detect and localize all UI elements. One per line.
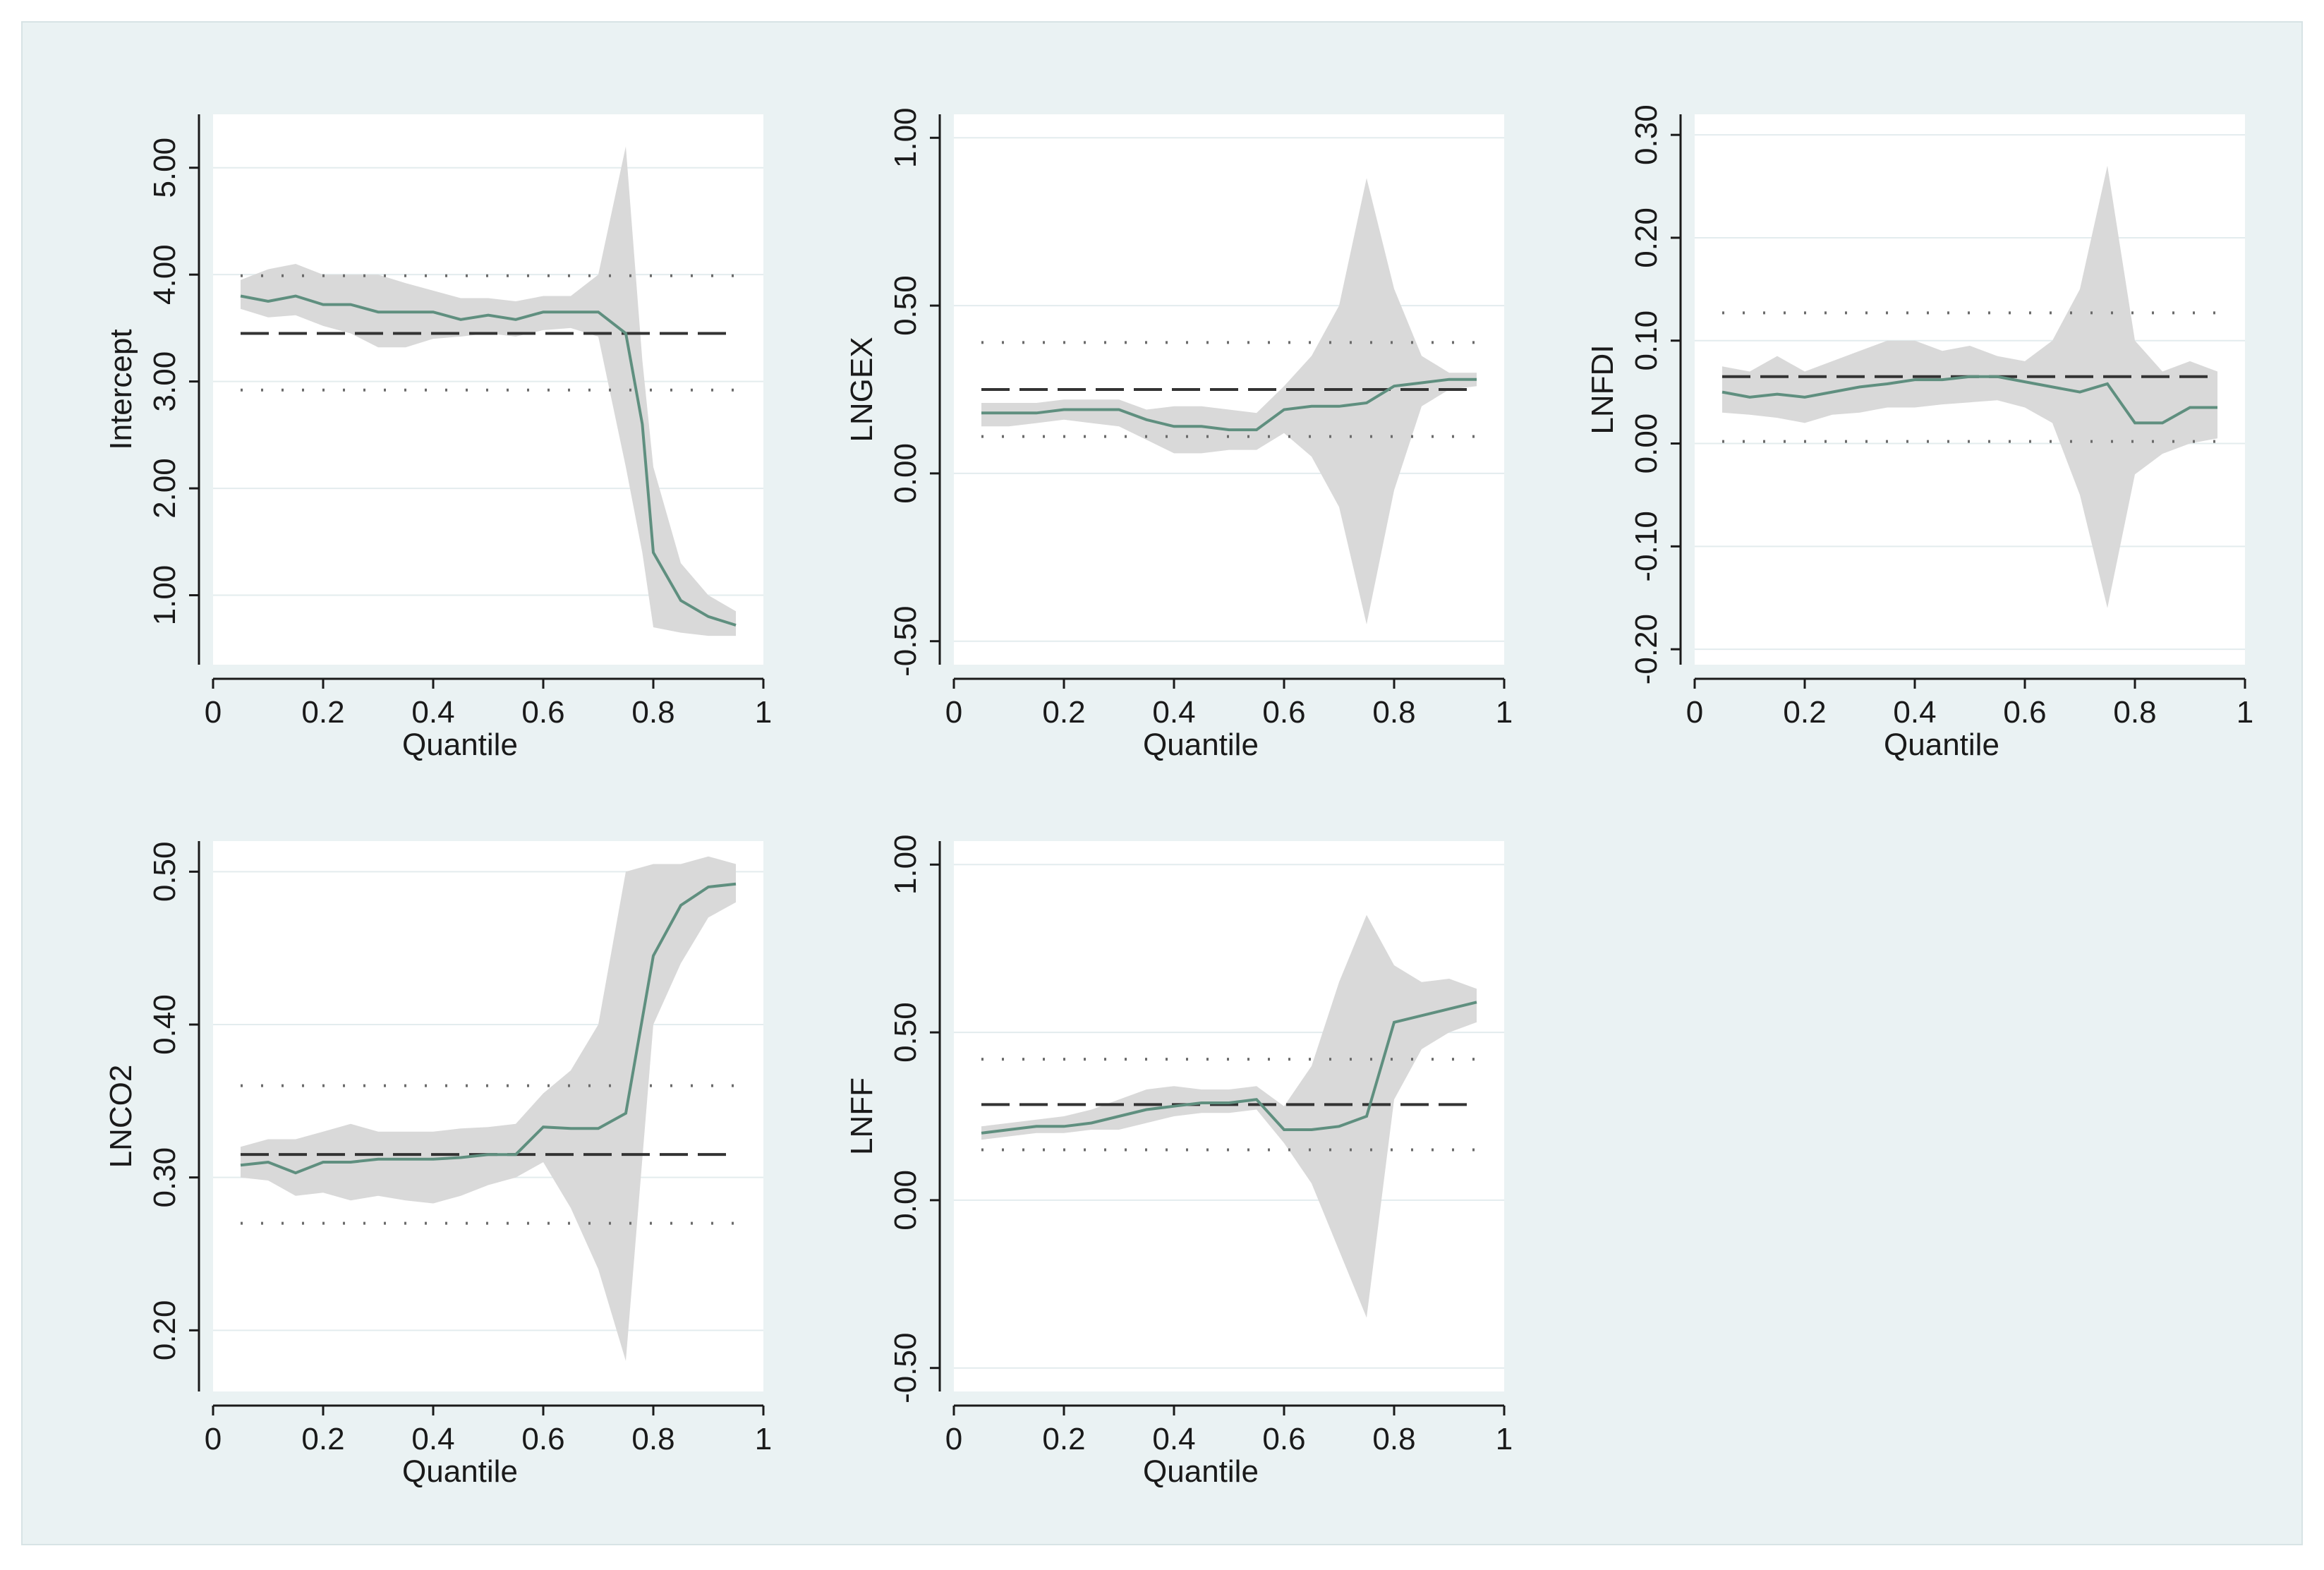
- x-tick-label: 0.8: [631, 1422, 674, 1456]
- confidence-band: [241, 856, 736, 1361]
- y-tick-label: -0.50: [888, 606, 923, 677]
- confidence-band: [981, 914, 1477, 1318]
- x-tick-label: 0.2: [1042, 1422, 1085, 1456]
- panel-intercept: 1.00 2.00 3.00 4.00 5.00 0 0.2 0.4 0.6 0.8 1 Quanti…: [37, 37, 785, 762]
- x-tick-label: 0: [1686, 695, 1703, 730]
- x-tick-label: 0: [205, 695, 222, 730]
- y-tick-label: 5.00: [147, 138, 182, 198]
- panel-lnff: -0.50 0.00 0.50 1.00 0 0.2 0.4 0.6 0.8 1 Quantile L…: [777, 763, 1525, 1489]
- x-tick-label: 0.4: [411, 695, 454, 730]
- x-tick-label: 0.4: [1152, 695, 1195, 730]
- panel-lngex: -0.50 0.00 0.50 1.00 0 0.2 0.4 0.6 0.8 1 Quantile L…: [777, 37, 1525, 762]
- chart-lngex: -0.50 0.00 0.50 1.00 0 0.2 0.4 0.6 0.8 1 Quantile L…: [845, 107, 1513, 762]
- x-tick-label: 1: [2237, 695, 2253, 730]
- chart-lnco2: 0.20 0.30 0.40 0.50 0 0.2 0.4 0.6 0.8 1 Quantile LN…: [104, 841, 772, 1489]
- x-tick-label: 1: [755, 1422, 772, 1456]
- y-tick-label: 1.00: [147, 565, 182, 626]
- chart-lnff: -0.50 0.00 0.50 1.00 0 0.2 0.4 0.6 0.8 1 Quantile L…: [845, 834, 1513, 1489]
- quantile-estimate-line: [981, 378, 1477, 432]
- x-axis-title: Quantile: [1143, 1454, 1259, 1489]
- x-tick-label: 0.2: [301, 695, 344, 730]
- x-tick-label: 0.8: [2113, 695, 2156, 730]
- y-tick-label: 0.50: [147, 842, 182, 902]
- confidence-band: [981, 178, 1477, 624]
- x-tick-label: 0.4: [1893, 695, 1936, 730]
- y-tick-label: 0.10: [1629, 310, 1664, 371]
- y-tick-label: 4.00: [147, 244, 182, 305]
- y-tick-label: -0.50: [888, 1333, 923, 1403]
- quantile-estimate-line: [981, 1001, 1477, 1135]
- x-tick-label: 0: [945, 1422, 962, 1456]
- quantile-estimate-line: [240, 882, 737, 1175]
- x-axis-title: Quantile: [402, 1454, 518, 1489]
- x-tick-label: 0.2: [301, 1422, 344, 1456]
- y-axis-title: Intercept: [104, 329, 138, 449]
- x-axis-title: Quantile: [402, 727, 518, 762]
- x-axis-title: Quantile: [1884, 727, 1999, 762]
- x-axis-title: Quantile: [1143, 727, 1259, 762]
- y-axis-title: LNFF: [845, 1077, 879, 1155]
- y-tick-label: 0.50: [888, 1002, 923, 1063]
- y-tick-label: 0.00: [888, 443, 923, 504]
- x-tick-label: 0.2: [1783, 695, 1826, 730]
- x-tick-label: 0.6: [1262, 695, 1305, 730]
- x-tick-label: 0.4: [411, 1422, 454, 1456]
- y-tick-label: 0.20: [147, 1300, 182, 1361]
- y-tick-label: 0.30: [147, 1147, 182, 1208]
- panel-lnfdi: -0.20 -0.10 0.00 0.10 0.20 0.30 0 0.2 0.4 0.6 0.8 1…: [1518, 37, 2266, 762]
- x-tick-label: 0.8: [1372, 695, 1415, 730]
- y-tick-label: 0.00: [1629, 413, 1664, 474]
- chart-lnfdi: -0.20 -0.10 0.00 0.10 0.20 0.30 0 0.2 0.4 0.6 0.8 1…: [1585, 104, 2253, 762]
- y-tick-label: 2.00: [147, 458, 182, 519]
- x-tick-label: 0.8: [1372, 1422, 1415, 1456]
- y-axis-title: LNCO2: [104, 1065, 138, 1169]
- y-tick-label: 0.00: [888, 1170, 923, 1231]
- x-tick-label: 0: [205, 1422, 222, 1456]
- x-tick-label: 1: [755, 695, 772, 730]
- y-tick-label: 0.40: [147, 994, 182, 1055]
- y-tick-label: 1.00: [888, 834, 923, 895]
- y-tick-label: 0.20: [1629, 207, 1664, 268]
- y-tick-label: 0.50: [888, 275, 923, 336]
- x-tick-label: 0.6: [521, 1422, 564, 1456]
- confidence-band: [241, 146, 736, 636]
- x-tick-label: 0.6: [2003, 695, 2046, 730]
- figure-frame: 1.00 2.00 3.00 4.00 5.00 0 0.2 0.4 0.6 0.8 1 Quanti…: [21, 21, 2303, 1545]
- y-axis-title: LNGEX: [845, 337, 879, 442]
- y-tick-label: 1.00: [888, 107, 923, 168]
- y-tick-label: -0.20: [1629, 614, 1664, 684]
- y-tick-label: -0.10: [1629, 511, 1664, 581]
- confidence-band: [1722, 165, 2217, 608]
- y-tick-label: 0.30: [1629, 104, 1664, 165]
- x-tick-label: 0.6: [1262, 1422, 1305, 1456]
- y-axis-title: LNFDI: [1585, 344, 1620, 434]
- x-tick-label: 0.8: [631, 695, 674, 730]
- x-tick-label: 0.4: [1152, 1422, 1195, 1456]
- quantile-estimate-line: [240, 294, 737, 627]
- panel-lnco2: 0.20 0.30 0.40 0.50 0 0.2 0.4 0.6 0.8 1 Quantile LN…: [37, 763, 785, 1489]
- x-tick-label: 0.6: [521, 695, 564, 730]
- quantile-estimate-line: [1721, 375, 2217, 425]
- x-tick-label: 1: [1496, 695, 1513, 730]
- x-tick-label: 0.2: [1042, 695, 1085, 730]
- plot-area: [954, 841, 1504, 1391]
- x-tick-label: 1: [1496, 1422, 1513, 1456]
- chart-intercept: 1.00 2.00 3.00 4.00 5.00 0 0.2 0.4 0.6 0.8 1 Quanti…: [104, 114, 772, 762]
- y-tick-label: 3.00: [147, 351, 182, 412]
- x-tick-label: 0: [945, 695, 962, 730]
